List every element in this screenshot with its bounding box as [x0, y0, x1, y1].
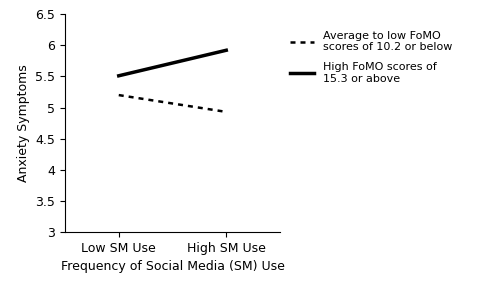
X-axis label: Frequency of Social Media (SM) Use: Frequency of Social Media (SM) Use	[60, 260, 284, 273]
Legend: Average to low FoMO
scores of 10.2 or below, High FoMO scores of
15.3 or above: Average to low FoMO scores of 10.2 or be…	[290, 31, 452, 84]
Y-axis label: Anxiety Symptoms: Anxiety Symptoms	[16, 64, 30, 182]
